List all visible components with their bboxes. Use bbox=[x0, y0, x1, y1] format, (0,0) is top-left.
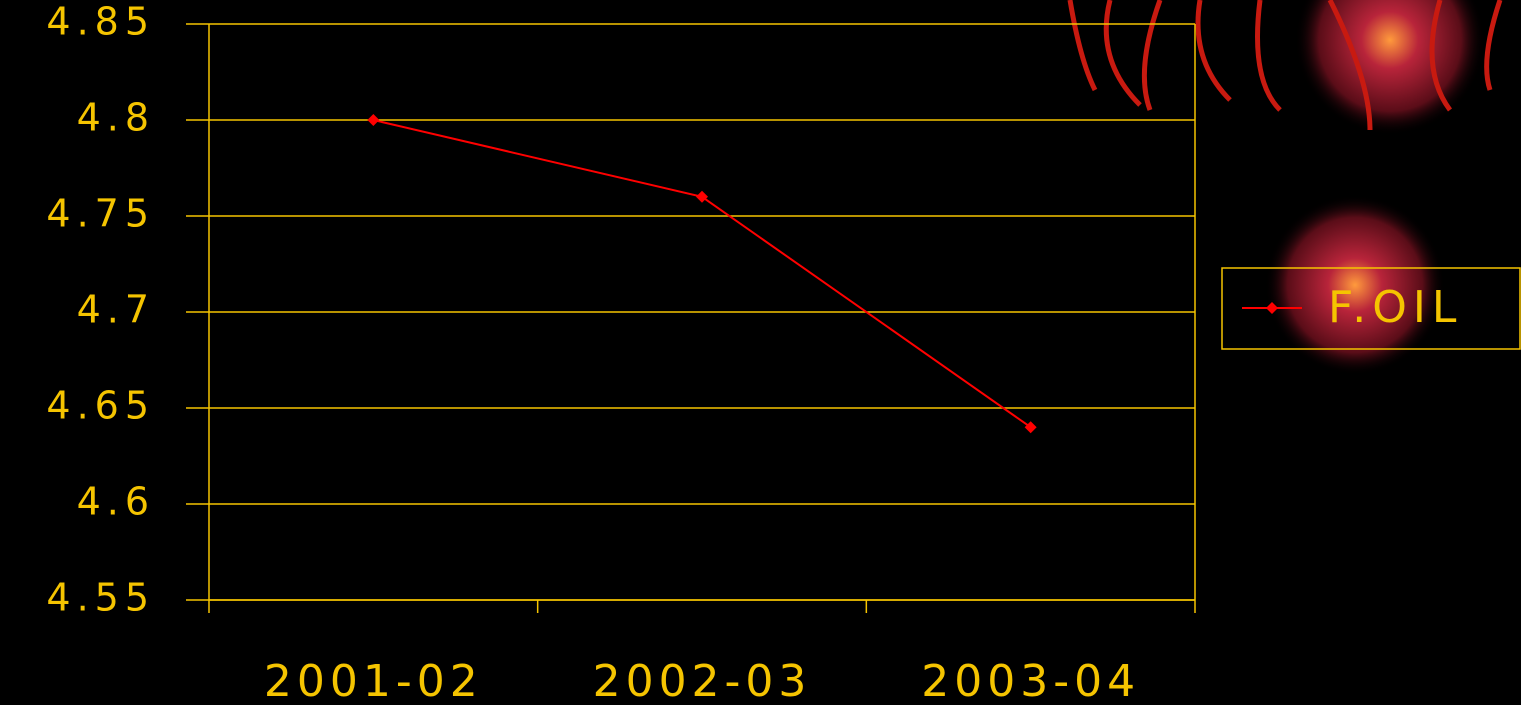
x-tick-label: 2002-03 bbox=[593, 656, 812, 705]
y-tick-label: 4.65 bbox=[46, 384, 155, 428]
marker bbox=[696, 190, 708, 203]
y-tick-label: 4.85 bbox=[46, 0, 155, 44]
legend-box bbox=[1221, 267, 1521, 350]
marker bbox=[1266, 302, 1278, 314]
marker bbox=[1024, 421, 1037, 434]
series-line bbox=[373, 119, 1032, 429]
y-tick-label: 4.7 bbox=[77, 288, 155, 332]
decoration bbox=[1067, 0, 1503, 375]
y-tick-label: 4.6 bbox=[77, 480, 155, 524]
x-tick-label: 2003-04 bbox=[921, 656, 1140, 705]
x-tick-label: 2001-02 bbox=[264, 656, 483, 705]
legend-label: F.OIL bbox=[1328, 282, 1462, 333]
y-tick-label: 4.8 bbox=[77, 96, 155, 140]
y-tick-label: 4.75 bbox=[46, 192, 155, 236]
marker bbox=[367, 114, 380, 126]
y-tick-label: 4.55 bbox=[46, 576, 155, 620]
